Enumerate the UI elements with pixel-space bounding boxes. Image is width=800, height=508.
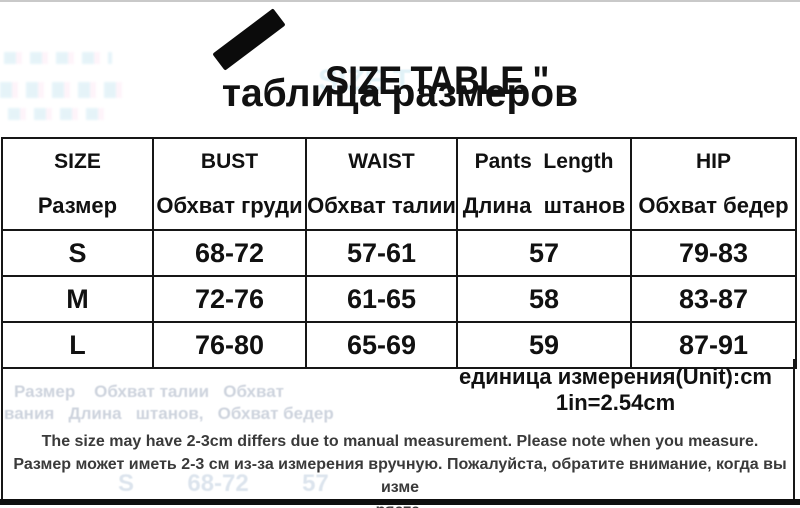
size-value: M	[1, 275, 154, 323]
size-table: SIZE Размер BUST Обхват груди WAIST Обхв…	[1, 137, 797, 369]
notes-frame	[1, 359, 795, 499]
measurement-disclaimer-ru: Размер может иметь 2-3 см из-за измерени…	[13, 456, 787, 496]
column-header-hip: HIP Обхват бедер	[630, 137, 797, 231]
column-header-size-en: SIZE	[54, 150, 101, 173]
measurement-disclaimer-en: The size may have 2-3cm differs due to m…	[41, 433, 759, 450]
bust-value: 72-76	[152, 275, 307, 323]
column-header-pants-length: Pants Length Длина штанов	[456, 137, 632, 231]
pants-length-value: 59	[456, 321, 632, 369]
column-header-waist-ru: Обхват талии	[307, 193, 456, 218]
page-title-en-text: SIZE TABLE "	[325, 59, 550, 103]
size-value: L	[1, 321, 154, 369]
column-header-bust-en: BUST	[200, 150, 259, 173]
bottom-rule	[0, 499, 800, 505]
unit-note-line1: единица измерения(Unit):cm	[459, 364, 772, 389]
column-header-hip-ru: Обхват бедер	[638, 193, 789, 218]
bust-value: 76-80	[152, 321, 307, 369]
column-header-bust-ru: Обхват груди	[156, 193, 303, 218]
column-header-pants-length-en: Pants Length	[474, 150, 614, 173]
waist-value: 61-65	[305, 275, 458, 323]
table-row-m: M 72-76 61-65 58 83-87	[1, 275, 797, 323]
ghost-artifact-stripe	[4, 52, 112, 64]
column-header-bust: BUST Обхват груди	[152, 137, 307, 231]
column-header-hip-en: HIP	[695, 150, 731, 173]
slash-mark-icon	[212, 8, 286, 71]
column-header-size-ru: Размер	[37, 193, 118, 218]
column-header-size: SIZE Размер	[1, 137, 154, 231]
hip-value: 87-91	[630, 321, 797, 369]
pants-length-value: 57	[456, 229, 632, 277]
waist-value: 65-69	[305, 321, 458, 369]
hip-value: 83-87	[630, 275, 797, 323]
column-header-waist-en: WAIST	[348, 150, 415, 173]
size-value: S	[1, 229, 154, 277]
table-row-l: L 76-80 65-69 59 87-91	[1, 321, 797, 369]
column-header-pants-length-ru: Длина штанов	[462, 193, 626, 218]
waist-value: 57-61	[305, 229, 458, 277]
page-title-en: SIZE TABLE "	[285, 18, 574, 144]
unit-note: единица измерения(Unit):cm 1in=2.54cm	[459, 364, 772, 416]
header-row: SIZE Размер BUST Обхват груди WAIST Обхв…	[1, 137, 797, 231]
page-title-ru: таблица размеров	[221, 72, 579, 115]
pants-length-value: 58	[456, 275, 632, 323]
unit-note-line2: 1in=2.54cm	[555, 390, 676, 415]
measurement-disclaimer: The size may have 2-3cm differs due to m…	[10, 430, 790, 508]
measurement-disclaimer-ru-cont: ряете.	[10, 499, 790, 508]
bust-value: 68-72	[152, 229, 307, 277]
hip-value: 79-83	[630, 229, 797, 277]
column-header-waist: WAIST Обхват талии	[305, 137, 458, 231]
table-row-s: S 68-72 57-61 57 79-83	[1, 229, 797, 277]
